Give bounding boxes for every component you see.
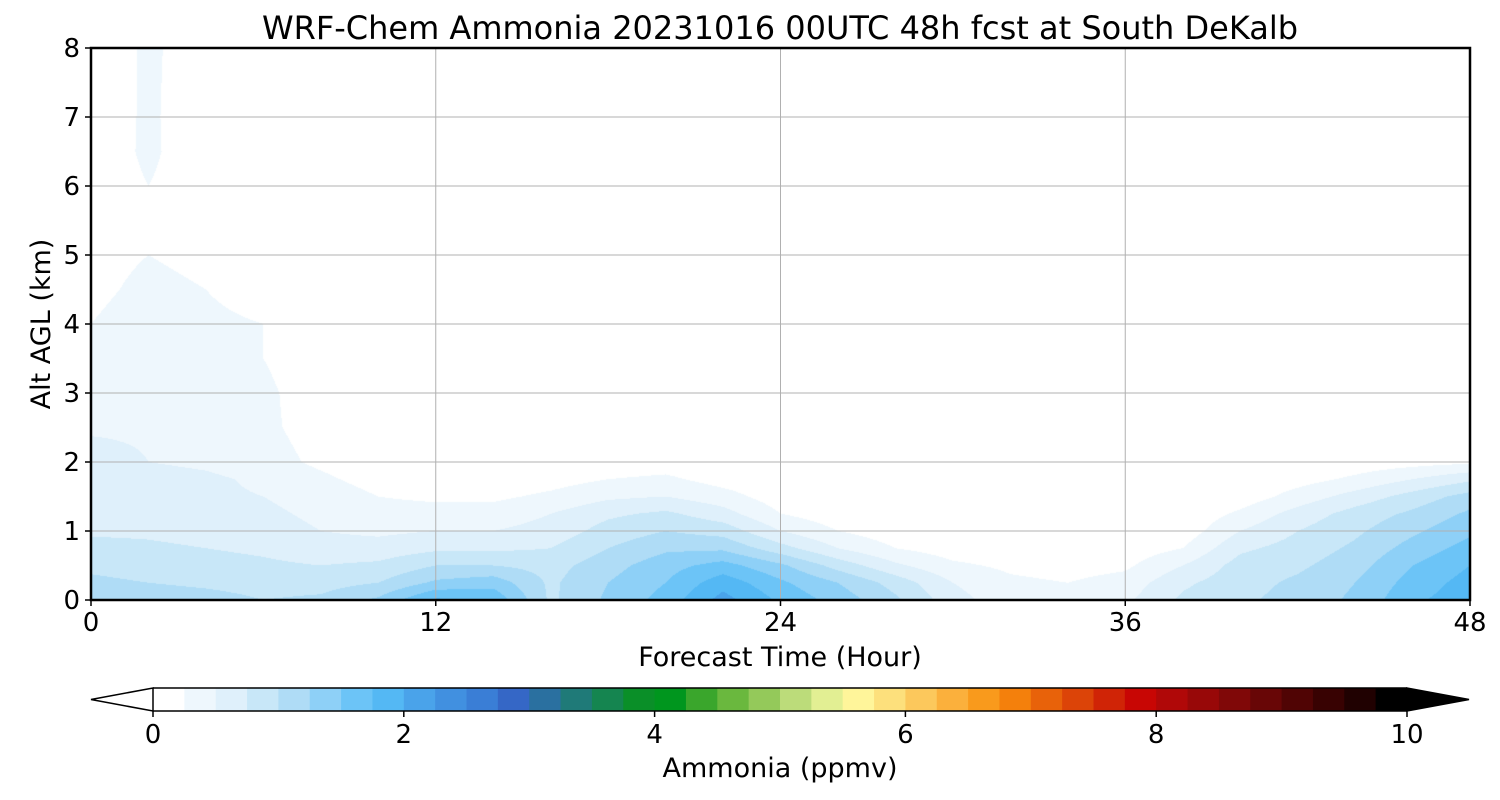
colorbar-segment bbox=[1093, 688, 1126, 711]
y-tick-label: 4 bbox=[63, 310, 80, 340]
colorbar-segment bbox=[748, 688, 781, 711]
colorbar-segment bbox=[999, 688, 1032, 711]
colorbar-segment bbox=[968, 688, 1001, 711]
colorbar-tick-label: 2 bbox=[396, 720, 413, 750]
colorbar-segment bbox=[591, 688, 624, 711]
colorbar-segment bbox=[1030, 688, 1063, 711]
y-tick-label: 1 bbox=[63, 517, 80, 547]
colorbar-segment bbox=[153, 688, 185, 711]
colorbar-segment bbox=[811, 688, 844, 711]
colorbar-segment bbox=[874, 688, 906, 711]
colorbar-segment bbox=[842, 688, 875, 711]
colorbar-extend-min bbox=[90, 687, 154, 712]
colorbar-segment bbox=[1344, 688, 1377, 711]
colorbar-label: Ammonia (ppmv) bbox=[663, 753, 898, 784]
y-tick-label: 6 bbox=[63, 172, 80, 202]
colorbar-segment bbox=[1375, 688, 1408, 711]
colorbar-segment bbox=[1062, 688, 1095, 711]
colorbar-segment bbox=[247, 688, 279, 711]
x-tick-label: 12 bbox=[419, 608, 452, 638]
colorbar-segment bbox=[372, 688, 405, 711]
x-tick-label: 24 bbox=[764, 608, 797, 638]
colorbar-segment bbox=[278, 688, 311, 711]
colorbar-segment bbox=[905, 688, 938, 711]
colorbar: 0 2 4 6 8 10 bbox=[90, 687, 1470, 750]
colorbar-segment bbox=[780, 688, 812, 711]
colorbar-tick-label: 10 bbox=[1390, 720, 1423, 750]
y-tick-label: 2 bbox=[63, 448, 80, 478]
colorbar-segment bbox=[685, 688, 718, 711]
colorbar-segment bbox=[435, 688, 468, 711]
colorbar-tick-label: 0 bbox=[145, 720, 162, 750]
y-tick-label: 8 bbox=[63, 34, 80, 64]
colorbar-segment bbox=[497, 688, 530, 711]
x-tick-label: 36 bbox=[1109, 608, 1142, 638]
colorbar-segment bbox=[184, 688, 217, 711]
colorbar-segment bbox=[623, 688, 656, 711]
colorbar-segment bbox=[1312, 688, 1345, 711]
colorbar-segment bbox=[529, 688, 562, 711]
colorbar-tick-label: 6 bbox=[897, 720, 914, 750]
colorbar-segment bbox=[1156, 688, 1189, 711]
colorbar-segment bbox=[717, 688, 750, 711]
y-tick-label: 5 bbox=[63, 241, 80, 271]
colorbar-segment bbox=[936, 688, 969, 711]
x-tick-label: 0 bbox=[83, 608, 100, 638]
colorbar-tick-label: 4 bbox=[646, 720, 663, 750]
colorbar-segment bbox=[560, 688, 593, 711]
x-axis-label: Forecast Time (Hour) bbox=[638, 642, 922, 673]
colorbar-segment bbox=[1218, 688, 1251, 711]
x-tick-label: 48 bbox=[1453, 608, 1486, 638]
colorbar-extend-max bbox=[1406, 687, 1470, 712]
colorbar-segment bbox=[403, 688, 436, 711]
colorbar-segment bbox=[1124, 688, 1157, 711]
y-tick-label: 3 bbox=[63, 379, 80, 409]
colorbar-segment bbox=[215, 688, 248, 711]
colorbar-segment bbox=[654, 688, 687, 711]
colorbar-segment bbox=[341, 688, 374, 711]
y-axis-label: Alt AGL (km) bbox=[26, 239, 57, 410]
chart-title: WRF-Chem Ammonia 20231016 00UTC 48h fcst… bbox=[262, 9, 1298, 47]
y-tick-label: 7 bbox=[63, 103, 80, 133]
y-tick-label: 0 bbox=[63, 586, 80, 616]
colorbar-tick-label: 8 bbox=[1148, 720, 1165, 750]
colorbar-segment bbox=[1250, 688, 1283, 711]
colorbar-segment bbox=[1281, 688, 1314, 711]
colorbar-segment bbox=[1187, 688, 1220, 711]
colorbar-segment bbox=[309, 688, 342, 711]
colorbar-segment bbox=[466, 688, 499, 711]
